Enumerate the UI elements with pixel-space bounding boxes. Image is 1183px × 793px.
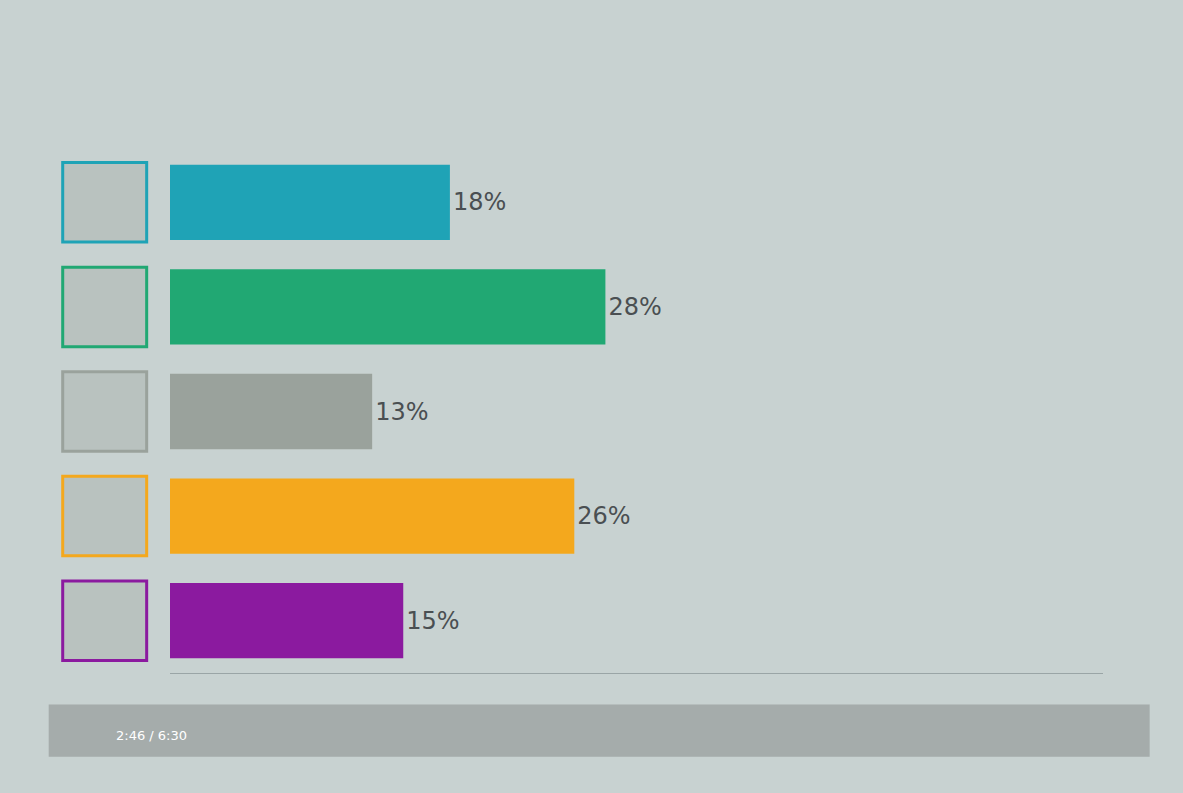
svg-text:28%: 28% bbox=[608, 293, 661, 321]
svg-text:18%: 18% bbox=[453, 188, 506, 216]
svg-text:26%: 26% bbox=[577, 502, 630, 530]
svg-text:13%: 13% bbox=[375, 398, 428, 426]
svg-text:15%: 15% bbox=[406, 607, 459, 635]
svg-text:2:46 / 6:30: 2:46 / 6:30 bbox=[116, 728, 187, 743]
